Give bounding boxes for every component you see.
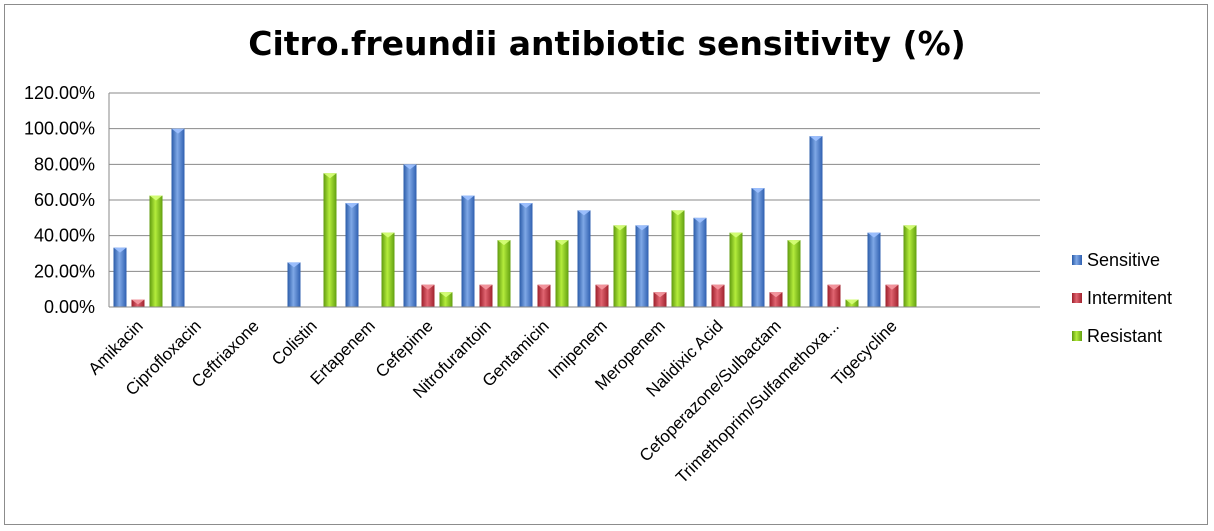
y-tick-label: 60.00%	[34, 190, 95, 210]
legend-swatch	[1072, 293, 1082, 303]
legend-label: Sensitive	[1087, 250, 1160, 270]
bar-intermitent	[479, 284, 493, 307]
y-tick-label: 20.00%	[34, 261, 95, 281]
bar-sensitive	[345, 203, 359, 307]
bar-cap	[809, 136, 823, 142]
bar-cap	[635, 225, 649, 231]
bar-resistant	[729, 232, 743, 307]
bar-cap	[903, 225, 917, 231]
bar-intermitent	[769, 292, 783, 307]
bar-cap	[613, 225, 627, 231]
legend-swatch	[1072, 255, 1082, 265]
bar-cap	[671, 210, 685, 216]
bar-cap	[171, 128, 185, 134]
bar-cap	[323, 173, 337, 179]
y-tick-label: 40.00%	[34, 226, 95, 246]
bar-cap	[729, 232, 743, 238]
bar-resistant	[497, 240, 511, 307]
bar-intermitent	[653, 292, 667, 307]
bar-sensitive	[171, 128, 185, 307]
bar-cap	[479, 284, 493, 290]
bars	[113, 128, 917, 307]
bar-intermitent	[711, 284, 725, 307]
bar-cap	[595, 284, 609, 290]
y-tick-label: 120.00%	[24, 83, 95, 103]
bar-resistant	[613, 225, 627, 307]
bar-cap	[149, 195, 163, 201]
bar-resistant	[149, 195, 163, 307]
bar-resistant	[903, 225, 917, 307]
y-tick-label: 80.00%	[34, 154, 95, 174]
bar-sensitive	[287, 262, 301, 307]
bar-cap	[577, 210, 591, 216]
bar-intermitent	[827, 284, 841, 307]
legend: Sensitive Intermitent Resistant	[1072, 250, 1172, 346]
bar-cap	[555, 240, 569, 246]
bar-sensitive	[751, 188, 765, 307]
bar-cap	[653, 292, 667, 298]
bar-cap	[421, 284, 435, 290]
bar-cap	[403, 164, 417, 170]
chart-frame	[4, 4, 1208, 525]
bar-sensitive	[693, 217, 707, 307]
chart-title: Citro.freundii antibiotic sensitivity (%…	[248, 24, 966, 63]
bar-cap	[845, 299, 859, 305]
bar-sensitive	[403, 164, 417, 307]
bar-cap	[751, 188, 765, 194]
bar-intermitent	[885, 284, 899, 307]
bar-sensitive	[635, 225, 649, 307]
bar-intermitent	[537, 284, 551, 307]
bar-resistant	[323, 173, 337, 307]
bar-sensitive	[809, 136, 823, 307]
bar-cap	[885, 284, 899, 290]
y-tick-label: 0.00%	[44, 297, 95, 317]
bar-cap	[131, 299, 145, 305]
bar-intermitent	[421, 284, 435, 307]
legend-swatch	[1072, 331, 1082, 341]
bar-cap	[827, 284, 841, 290]
bar-cap	[693, 217, 707, 223]
bar-cap	[519, 203, 533, 209]
bar-cap	[769, 292, 783, 298]
bar-cap	[113, 247, 127, 253]
bar-sensitive	[519, 203, 533, 307]
bar-cap	[787, 240, 801, 246]
bar-cap	[461, 195, 475, 201]
gridlines	[109, 92, 1040, 308]
bar-resistant	[439, 292, 453, 307]
legend-label: Intermitent	[1087, 288, 1172, 308]
bar-sensitive	[113, 247, 127, 307]
bar-intermitent	[595, 284, 609, 307]
bar-resistant	[555, 240, 569, 307]
bar-cap	[287, 262, 301, 268]
bar-cap	[345, 203, 359, 209]
legend-label: Resistant	[1087, 326, 1162, 346]
bar-cap	[497, 240, 511, 246]
bar-cap	[439, 292, 453, 298]
bar-sensitive	[867, 232, 881, 307]
x-tick-label: Colistin	[268, 316, 321, 369]
bar-cap	[867, 232, 881, 238]
bar-resistant	[671, 210, 685, 307]
bar-sensitive	[577, 210, 591, 307]
bar-resistant	[381, 232, 395, 307]
bar-cap	[537, 284, 551, 290]
bar-resistant	[787, 240, 801, 307]
bar-cap	[381, 232, 395, 238]
bar-sensitive	[461, 195, 475, 307]
bar-cap	[711, 284, 725, 290]
y-axis: 0.00% 20.00% 40.00% 60.00% 80.00% 100.00% 120.…	[24, 83, 110, 317]
y-tick-label: 100.00%	[24, 119, 95, 139]
